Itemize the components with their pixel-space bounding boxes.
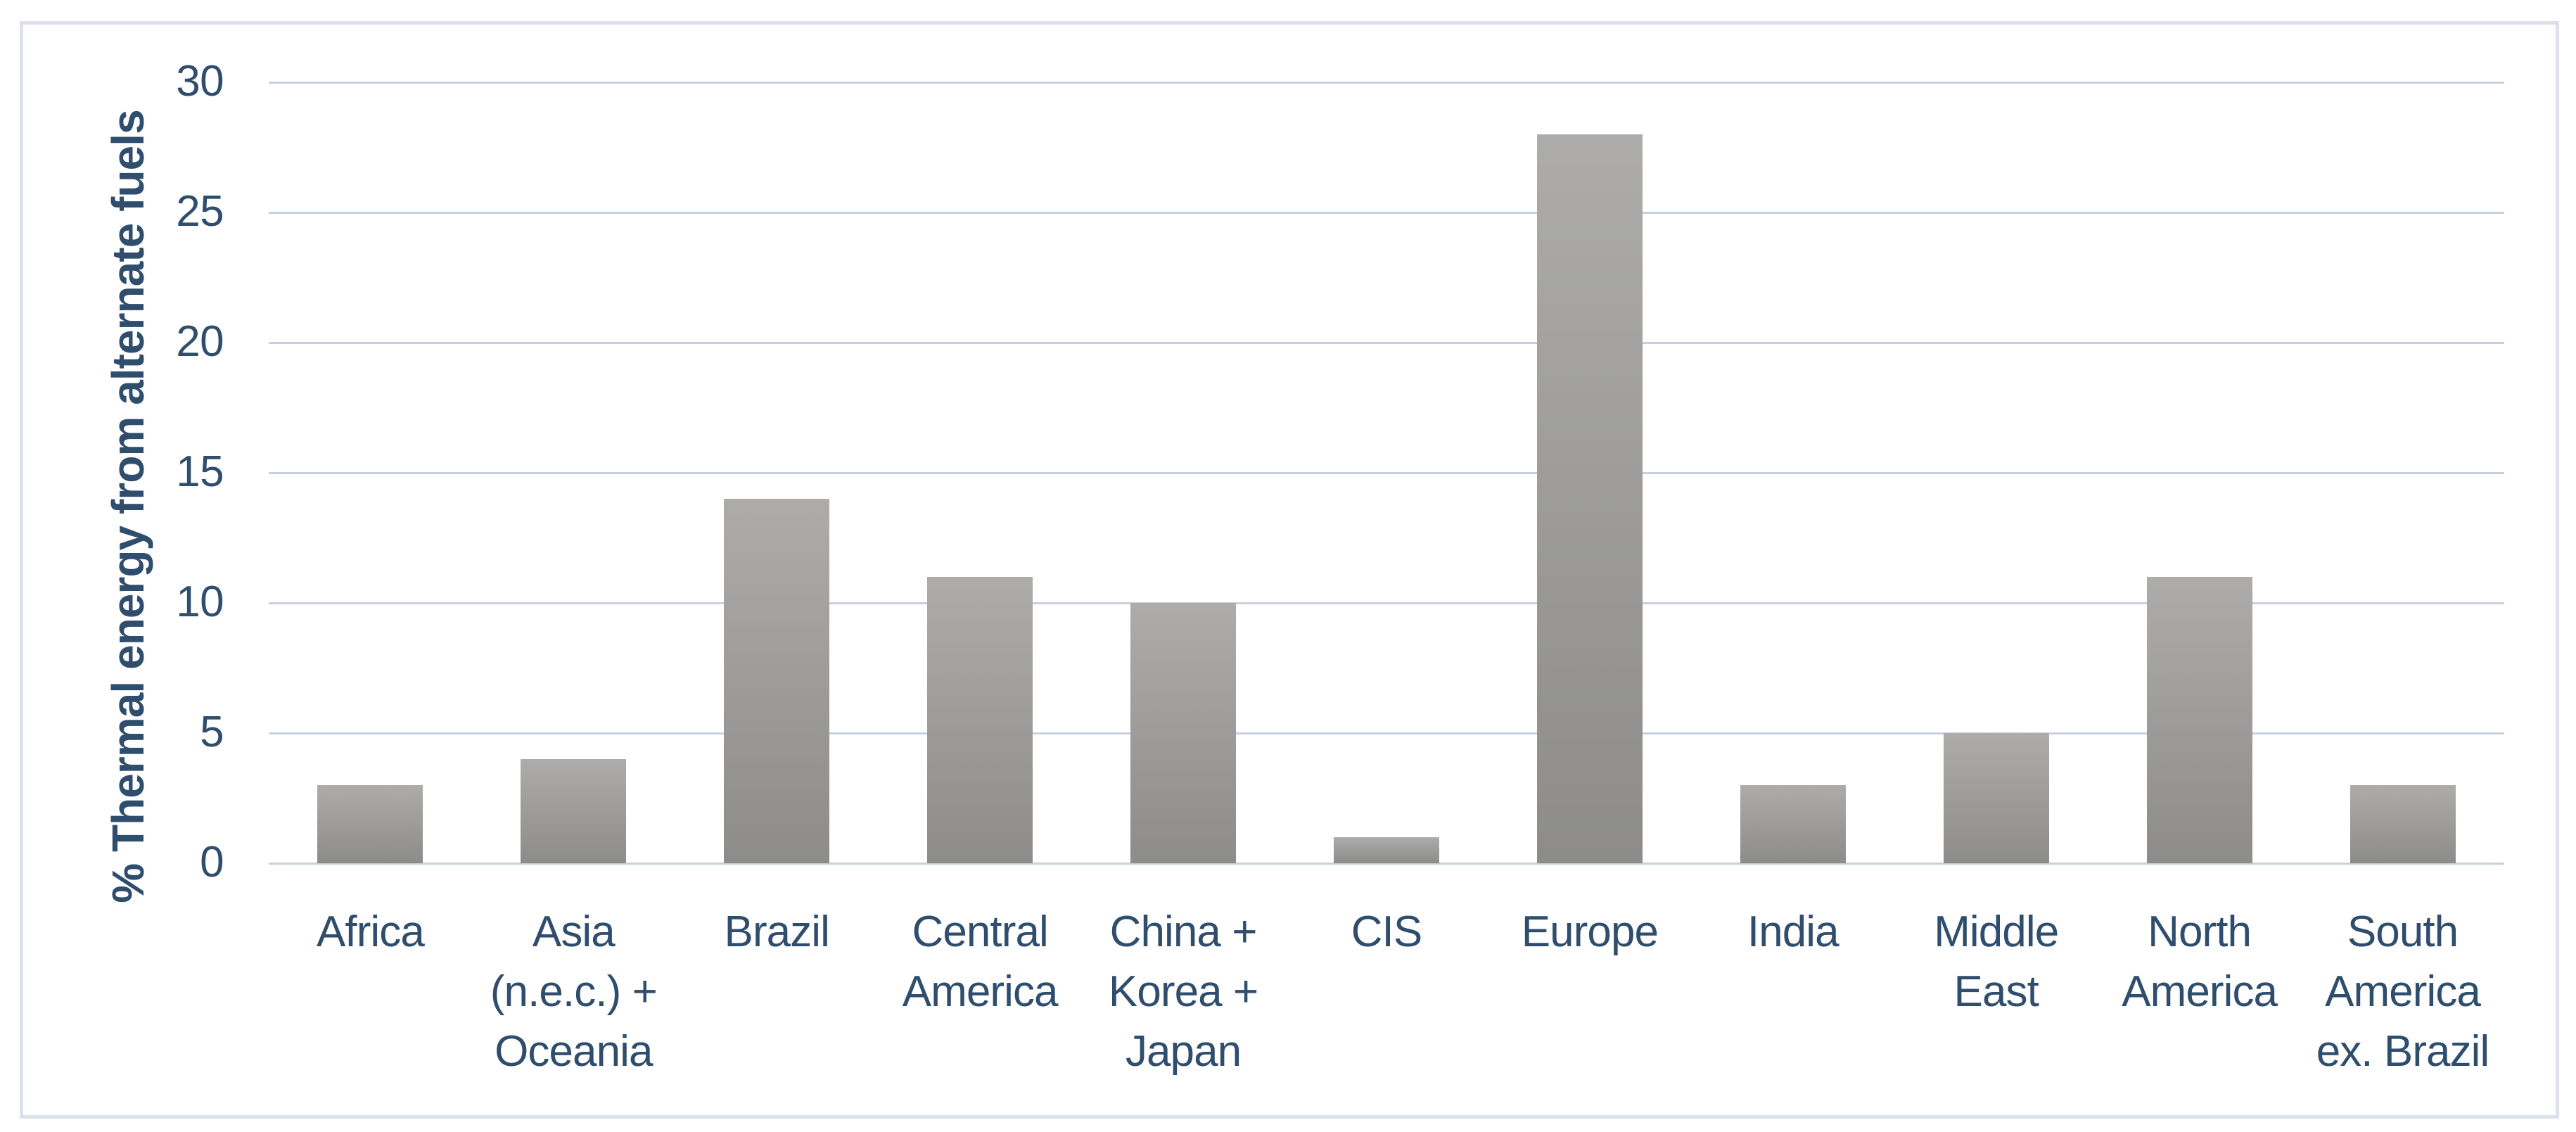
gridline-15 <box>269 471 2504 474</box>
bar-central-america <box>927 577 1033 863</box>
x-category-label-line: Korea + <box>1108 967 1258 1016</box>
y-tick-label-20: 20 <box>176 317 224 366</box>
y-tick-label-10: 10 <box>176 577 224 626</box>
x-category-label-line: Brazil <box>724 908 830 956</box>
bar-north-america <box>2146 577 2252 863</box>
x-category-label-central-america: Central America <box>853 902 1107 1022</box>
gridline-5 <box>269 732 2504 734</box>
x-category-label-line: (n.e.c.) + <box>490 967 658 1016</box>
bars-layer <box>269 82 2504 863</box>
bar-middle-east <box>1943 733 2049 863</box>
x-category-label-south-america-ex-brazil: South America ex. Brazil <box>2276 902 2530 1081</box>
chart-frame <box>20 21 2559 1119</box>
x-category-label-india: India <box>1666 902 1920 962</box>
x-category-label-line: North <box>2148 908 2252 956</box>
x-category-label-line: Asia <box>532 908 616 956</box>
x-category-label-line: America <box>902 967 1059 1016</box>
x-category-label-north-america: North America <box>2073 902 2326 1022</box>
x-category-label-line: Europe <box>1521 908 1659 956</box>
y-tick-label-5: 5 <box>200 707 224 756</box>
bar-africa <box>317 785 423 863</box>
bar-india <box>1740 785 1846 863</box>
x-category-label-line: Africa <box>317 908 425 956</box>
x-category-label-line: China + <box>1109 908 1258 956</box>
bar-asia-n-e-c-oceania <box>521 759 627 863</box>
x-category-label-line: India <box>1747 908 1839 956</box>
x-category-label-middle-east: Middle East <box>1870 902 2123 1022</box>
x-category-label-line: Middle <box>1934 908 2059 956</box>
bar-south-america-ex-brazil <box>2349 785 2456 863</box>
x-category-label-europe: Europe <box>1463 902 1716 962</box>
y-tick-label-15: 15 <box>176 447 224 496</box>
gridline-20 <box>269 341 2504 344</box>
gridline-0 <box>269 862 2504 865</box>
x-category-label-line: Oceania <box>495 1027 653 1076</box>
x-category-label-line: East <box>1953 967 2039 1016</box>
bar-europe <box>1536 134 1643 863</box>
gridline-10 <box>269 602 2504 604</box>
x-category-label-line: Japan <box>1125 1027 1242 1076</box>
y-tick-label-30: 30 <box>176 56 224 106</box>
gridline-25 <box>269 211 2504 214</box>
x-category-label-china-korea-japan: China + Korea + Japan <box>1057 902 1310 1081</box>
x-category-label-line: CIS <box>1351 908 1423 956</box>
bar-brazil <box>724 499 830 863</box>
y-tick-label-25: 25 <box>176 186 224 236</box>
gridlines-layer <box>269 81 2504 865</box>
x-category-label-line: Central <box>912 908 1048 956</box>
x-category-label-cis: CIS <box>1260 902 1513 962</box>
x-category-label-line: ex. Brazil <box>2316 1027 2490 1076</box>
bar-china-korea-japan <box>1130 603 1237 863</box>
gridline-30 <box>269 81 2504 84</box>
x-category-label-line: South <box>2347 908 2459 956</box>
x-category-label-asia-n-e-c-oceania: Asia (n.e.c.) + Oceania <box>447 902 700 1081</box>
bar-cis <box>1334 837 1439 863</box>
x-category-label-line: America <box>2122 967 2278 1016</box>
x-category-label-africa: Africa <box>243 902 497 962</box>
y-tick-label-0: 0 <box>200 837 224 886</box>
x-category-label-brazil: Brazil <box>650 902 903 962</box>
x-category-label-line: America <box>2325 967 2481 1016</box>
plot-area <box>269 81 2504 865</box>
